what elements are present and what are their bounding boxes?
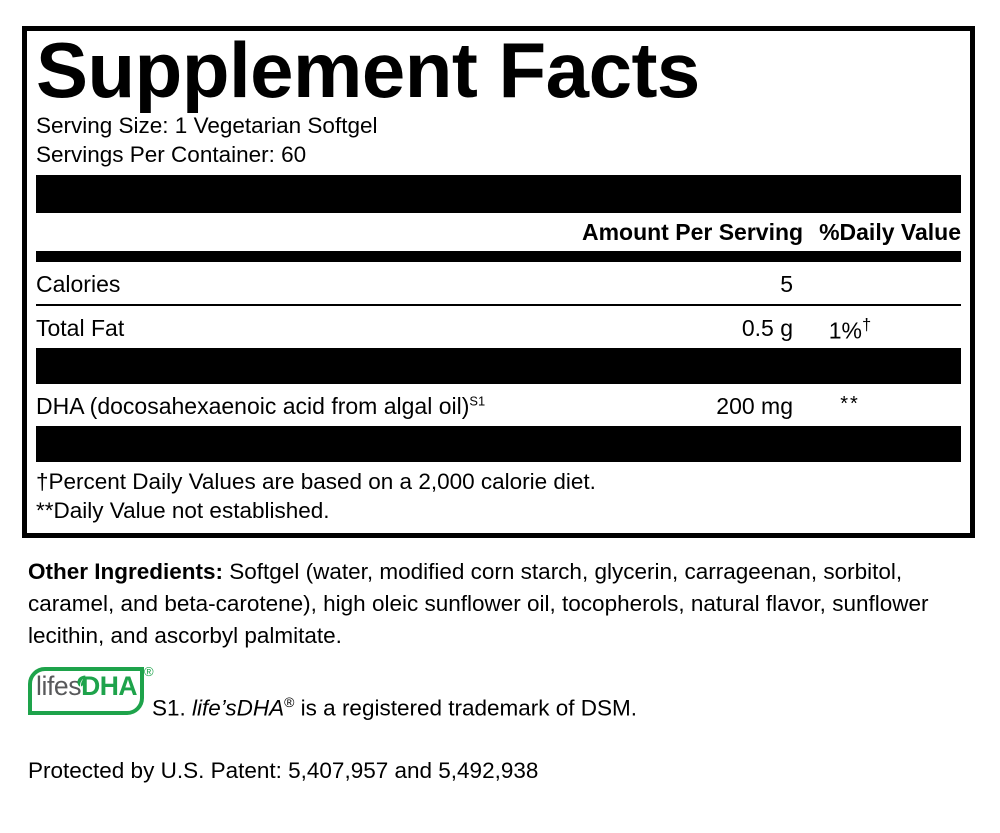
lifesdha-logo: lifesDHA ® [26,664,156,720]
hairline-divider-1 [36,303,961,306]
servings-per-container-text: Servings Per Container: 60 [36,142,307,167]
table-header-row: Amount Per Serving %Daily Value [36,213,961,251]
trademark-notice: S1. life’sDHA® is a registered trademark… [152,694,637,722]
nutrient-amount-total-fat: 0.5 g [741,314,793,341]
other-ingredients-heading: Other Ingredients: [28,559,224,584]
trademark-reg-symbol: ® [284,694,295,710]
trademark-prefix: S1. [152,695,193,721]
s1-footnote-marker: S1 [469,392,486,408]
supplement-facts-panel: Supplement Facts Serving Size: 1 Vegetar… [22,26,975,539]
thick-divider-top [36,174,961,213]
thick-divider-bottom [36,425,961,462]
page-title: Supplement Facts [36,26,700,114]
dha-label-text: DHA (docosahexaenoic acid from algal oil… [36,392,470,419]
trademark-brand: life’sDHA [192,695,285,721]
nutrient-name-total-fat: Total Fat [36,314,125,341]
nutrient-dv-total-fat: 1%† [795,315,905,345]
nutrient-amount-calories: 5 [780,270,793,297]
table-row: DHA (docosahexaenoic acid from algal oil… [36,384,961,426]
registered-trademark-icon: ® [144,664,154,679]
trademark-suffix: is a registered trademark of DSM. [294,695,638,721]
table-row: Calories 5 [36,262,961,304]
serving-size-text: Serving Size: 1 Vegetarian Softgel [36,113,378,139]
nutrient-dv-dha: ** [840,392,860,415]
other-ingredients-paragraph: Other Ingredients: Softgel (water, modif… [28,556,973,653]
patent-notice: Protected by U.S. Patent: 5,407,957 and … [28,758,539,783]
logo-wordmark: lifesDHA [36,671,138,701]
nutrient-name-dha: DHA (docosahexaenoic acid from algal oil… [36,384,961,420]
nutrient-name-calories: Calories [36,270,121,297]
bar-divider-under-header [36,250,961,262]
dv-value: 1% [828,317,863,344]
header-daily-value: %Daily Value [819,218,961,245]
dagger-symbol: † [862,314,872,334]
header-amount-per-serving: Amount Per Serving [581,218,804,245]
footnotes: †Percent Daily Values are based on a 2,0… [36,462,961,534]
logo-text-dha: DHA [81,671,138,701]
leaf-icon [77,675,86,687]
logo-frame-shape [28,667,144,715]
thick-divider-mid [36,347,961,384]
footnote-dv-not-established: **Daily Value not established. [36,498,330,524]
logo-text-life: life [36,671,69,701]
other-ingredients-text: Softgel (water, modified corn starch, gl… [28,559,929,649]
footnote-daily-values: †Percent Daily Values are based on a 2,0… [36,468,596,494]
table-row: Total Fat 0.5 g 1%† [36,306,961,348]
nutrient-amount-dha: 200 mg [716,392,793,419]
